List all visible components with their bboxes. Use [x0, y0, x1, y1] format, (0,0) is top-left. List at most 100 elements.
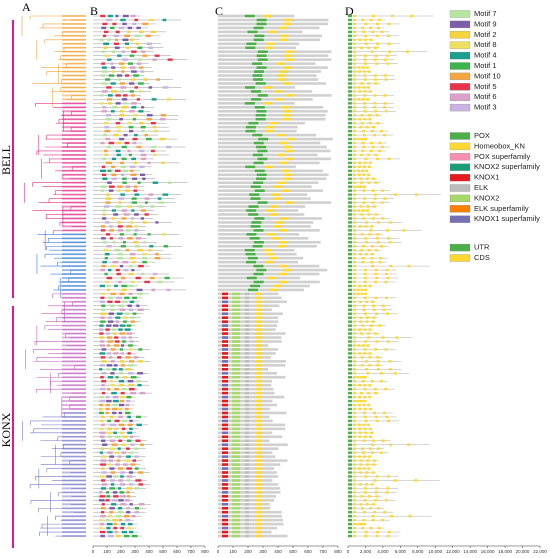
cds — [357, 173, 361, 176]
legend-label: POX superfamily — [474, 152, 531, 161]
cds — [356, 185, 360, 188]
cds — [369, 229, 373, 232]
cds — [353, 296, 356, 300]
domain — [222, 300, 228, 304]
motif — [106, 475, 112, 478]
utr — [348, 233, 352, 236]
motif — [137, 383, 142, 387]
domain — [252, 74, 263, 77]
gene-label — [62, 157, 86, 160]
motif — [109, 455, 115, 458]
motif — [105, 411, 110, 415]
cds — [366, 205, 370, 208]
motif — [118, 407, 123, 411]
protein-box — [218, 237, 309, 240]
cds — [363, 522, 367, 526]
cds — [380, 372, 384, 375]
motif — [118, 201, 122, 204]
cds — [364, 34, 368, 38]
cds — [360, 495, 364, 498]
cds — [383, 74, 387, 77]
motif — [123, 534, 130, 538]
utr — [348, 316, 352, 319]
cds — [384, 387, 388, 391]
motif — [161, 161, 165, 165]
cds — [369, 324, 373, 327]
motif — [137, 249, 144, 252]
domain — [279, 240, 288, 244]
cds — [376, 447, 380, 450]
motif — [126, 447, 130, 450]
domain — [248, 213, 259, 216]
domain — [246, 209, 257, 212]
motif — [108, 356, 113, 359]
cds — [368, 356, 372, 359]
domain — [285, 58, 294, 61]
cds — [353, 415, 356, 419]
domain — [222, 419, 228, 423]
motif — [126, 475, 133, 478]
motif — [127, 380, 134, 383]
utr — [348, 185, 352, 188]
domain — [222, 459, 228, 462]
utr — [348, 423, 352, 427]
cds — [365, 300, 369, 304]
cds — [353, 455, 356, 458]
domain — [250, 197, 261, 200]
cds — [378, 260, 382, 264]
domain — [222, 435, 228, 439]
motif — [108, 141, 115, 145]
cds — [353, 407, 356, 411]
motif — [132, 459, 137, 462]
motif — [99, 368, 103, 371]
utr — [348, 229, 352, 232]
tick-label: 200 — [117, 549, 125, 554]
cds — [353, 185, 356, 188]
cds — [376, 157, 380, 161]
cds — [353, 312, 356, 315]
motif — [129, 252, 136, 256]
domain — [245, 348, 249, 351]
cds — [393, 372, 397, 375]
utr — [348, 380, 352, 383]
cds — [387, 42, 391, 45]
domain — [268, 30, 277, 34]
cds — [360, 292, 364, 296]
cds — [385, 54, 389, 57]
protein-box — [218, 233, 300, 236]
motif — [116, 153, 121, 157]
motif — [114, 427, 118, 431]
gene-label — [62, 82, 86, 85]
gene-label — [62, 527, 86, 530]
motif — [121, 336, 127, 339]
cds — [358, 118, 362, 121]
utr — [348, 352, 352, 355]
cds — [353, 288, 356, 292]
gene-label — [62, 396, 86, 399]
cds — [362, 189, 366, 192]
motif — [111, 165, 116, 169]
motif — [134, 245, 140, 248]
domain — [245, 435, 249, 439]
motif — [153, 153, 157, 157]
motif — [108, 514, 113, 518]
domain — [232, 431, 240, 435]
motif — [141, 209, 146, 212]
domain — [222, 479, 228, 482]
utr — [348, 411, 352, 415]
motif — [107, 530, 113, 534]
motif — [124, 141, 130, 145]
motif — [140, 153, 147, 157]
motif — [101, 292, 106, 296]
motif — [126, 395, 132, 399]
gene-label — [62, 288, 86, 291]
domain — [232, 320, 240, 323]
cds — [370, 380, 374, 383]
motif — [107, 435, 112, 438]
domain — [271, 193, 280, 196]
cds — [353, 153, 356, 157]
motif — [126, 225, 132, 228]
cds — [360, 137, 364, 141]
motif — [140, 272, 145, 276]
cds — [370, 483, 374, 486]
